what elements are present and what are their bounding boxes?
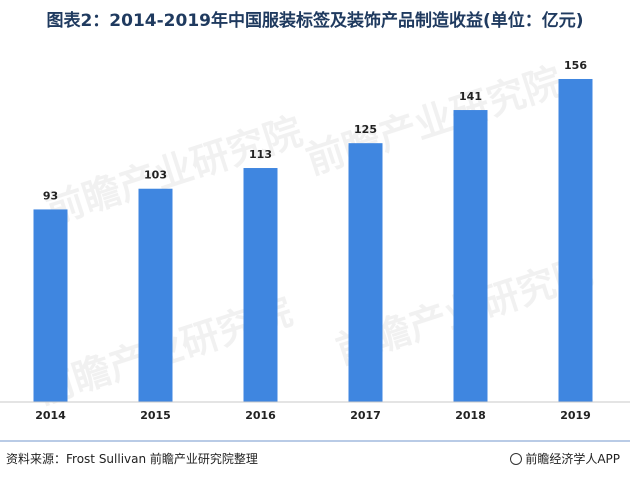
bar-2017 — [348, 143, 383, 403]
brand: 前瞻经济学人APP — [510, 450, 620, 467]
bars-group: 93 2014 103 2015 113 2016 125 2017 141 2018 156 201… — [33, 59, 593, 422]
data-label-2016: 113 — [249, 148, 272, 161]
x-tick-label-2017: 2017 — [350, 409, 381, 422]
bar-chart: 93 2014 103 2015 113 2016 125 2017 141 2018 156 201… — [0, 59, 630, 422]
footer: 资料来源：Frost Sullivan 前瞻产业研究院整理 前瞻经济学人APP — [0, 440, 630, 477]
x-tick-label-2014: 2014 — [35, 409, 66, 422]
brand-text: 前瞻经济学人APP — [525, 452, 620, 466]
x-tick-label-2015: 2015 — [140, 409, 171, 422]
data-label-2015: 103 — [144, 169, 167, 182]
x-tick-label-2019: 2019 — [560, 409, 591, 422]
bar-2018 — [453, 110, 488, 402]
data-label-2014: 93 — [43, 189, 58, 202]
data-label-2017: 125 — [354, 123, 377, 136]
bar-2016 — [243, 168, 278, 402]
x-tick-label-2018: 2018 — [455, 409, 486, 422]
chart-title: 图表2：2014-2019年中国服装标签及装饰产品制造收益(单位：亿元) — [46, 11, 584, 31]
bar-2019 — [558, 78, 593, 403]
bar-2015 — [138, 188, 173, 402]
brand-logo-icon — [510, 453, 523, 465]
bar-2014 — [33, 209, 68, 402]
data-label-2018: 141 — [459, 90, 482, 103]
x-tick-label-2016: 2016 — [245, 409, 276, 422]
data-label-2019: 156 — [564, 59, 587, 72]
source-text: 资料来源：Frost Sullivan 前瞻产业研究院整理 — [6, 452, 258, 466]
